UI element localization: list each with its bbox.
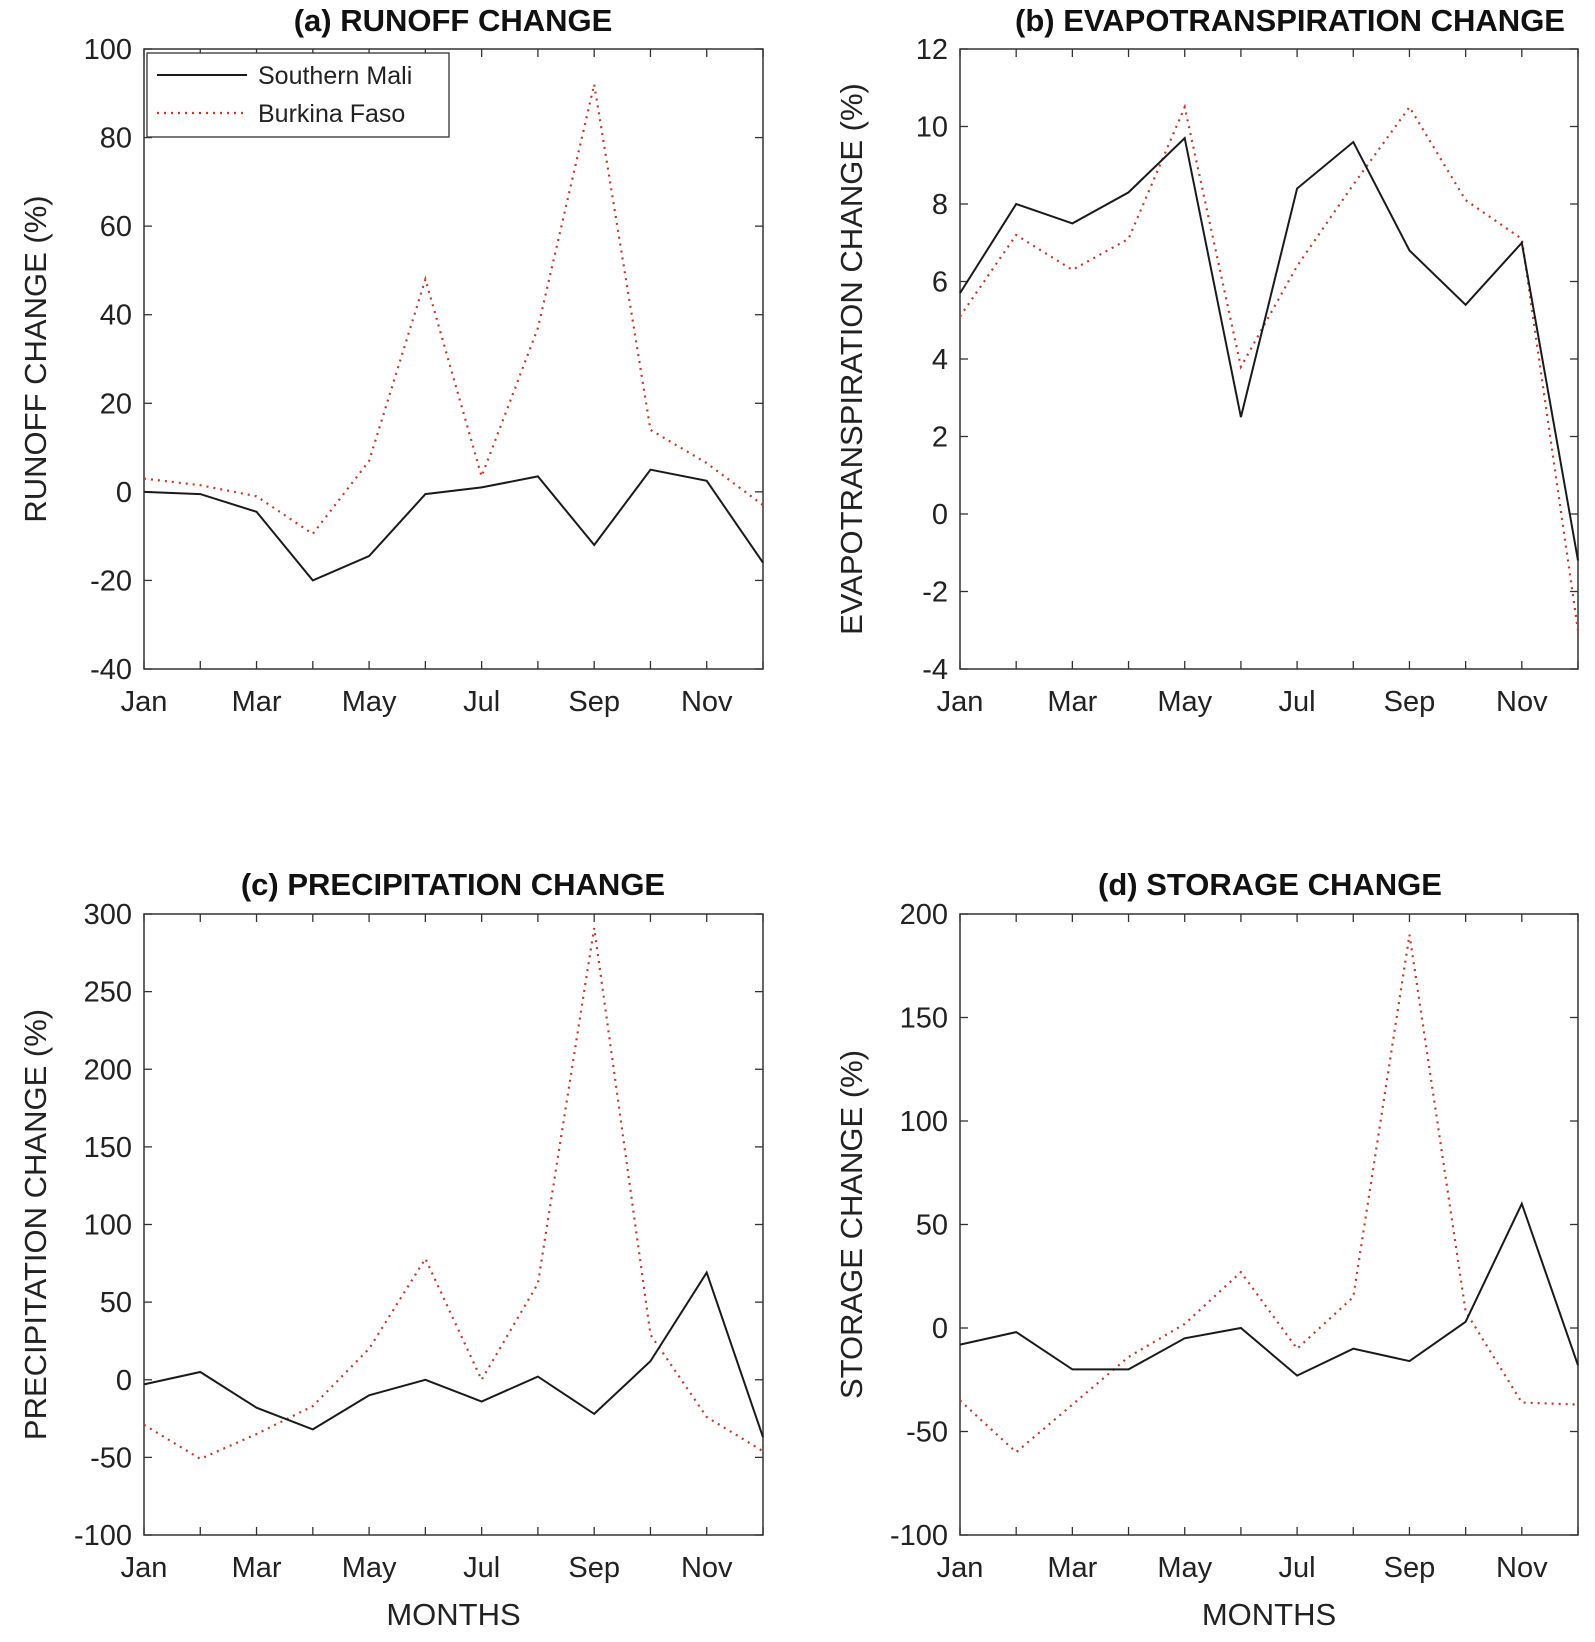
chart-title: (b) EVAPOTRANSPIRATION CHANGE xyxy=(1015,3,1565,38)
legend-label: Burkina Faso xyxy=(258,100,405,128)
x-tick-label: Jan xyxy=(121,686,168,718)
panel-3: (d) STORAGE CHANGE -100 -50 0 50 100 150 200 Jan… xyxy=(834,867,1579,1632)
y-tick-label: 0 xyxy=(932,1313,948,1345)
y-tick-label: 8 xyxy=(932,189,948,221)
y-tick-label: 20 xyxy=(100,388,132,420)
x-axis-label: MONTHS xyxy=(1202,1597,1336,1632)
series-line-burkina-faso xyxy=(143,927,764,1461)
x-tick-label: Mar xyxy=(232,1552,282,1584)
panel-1: (b) EVAPOTRANSPIRATION CHANGE -4 -2 0 2 4 6 8 10… xyxy=(834,3,1580,718)
x-tick-label: Mar xyxy=(1047,1552,1097,1584)
x-tick-label: Jul xyxy=(1279,686,1316,718)
y-tick-label: 0 xyxy=(932,499,948,531)
y-tick-label: -4 xyxy=(922,654,948,686)
x-axis-label: MONTHS xyxy=(386,1597,520,1632)
y-tick-label: 0 xyxy=(116,1365,132,1397)
x-tick-label: Mar xyxy=(232,686,282,718)
legend: Southern Mali Burkina Faso xyxy=(146,52,450,138)
x-tick-label: Sep xyxy=(568,686,620,718)
y-tick-label: 200 xyxy=(900,899,948,931)
chart-title: (d) STORAGE CHANGE xyxy=(1098,867,1442,902)
series-line-southern-mali xyxy=(143,1270,764,1438)
x-tick-label: Jul xyxy=(1279,1552,1316,1584)
plot-area xyxy=(959,913,1579,1536)
x-tick-label: Jul xyxy=(463,1552,500,1584)
y-tick-label: -100 xyxy=(74,1520,132,1552)
panel-0: (a) RUNOFF CHANGE -40 -20 0 20 40 60 80 100 Jan Ma… xyxy=(18,3,764,718)
panel-2: (c) PRECIPITATION CHANGE -100 -50 0 50 100 150… xyxy=(18,867,764,1632)
series-line-southern-mali xyxy=(959,136,1579,561)
x-tick-label: Jan xyxy=(937,1552,984,1584)
legend-label: Southern Mali xyxy=(258,62,412,90)
y-tick-label: 50 xyxy=(916,1210,948,1242)
y-axis-label: PRECIPITATION CHANGE (%) xyxy=(18,1009,53,1440)
y-tick-label: 0 xyxy=(116,477,132,509)
y-tick-label: 80 xyxy=(100,123,132,155)
y-tick-label: 6 xyxy=(932,267,948,299)
y-tick-label: -2 xyxy=(922,577,948,609)
y-tick-label: -40 xyxy=(90,654,132,686)
y-tick-label: -100 xyxy=(890,1520,948,1552)
x-tick-label: Sep xyxy=(1384,1552,1436,1584)
x-tick-label: Nov xyxy=(681,1552,733,1584)
y-tick-label: 150 xyxy=(900,1003,948,1035)
x-tick-label: Sep xyxy=(1384,686,1436,718)
y-tick-label: 12 xyxy=(916,34,948,66)
series-line-southern-mali xyxy=(959,1201,1579,1377)
x-tick-label: Nov xyxy=(1496,1552,1548,1584)
x-tick-label: Nov xyxy=(681,686,733,718)
y-tick-label: -50 xyxy=(90,1442,132,1474)
x-tick-label: Jul xyxy=(463,686,500,718)
x-tick-label: May xyxy=(1157,686,1212,718)
plot-area xyxy=(143,48,764,670)
legend-box xyxy=(146,52,450,138)
y-tick-label: 4 xyxy=(932,344,948,376)
y-axis-label: STORAGE CHANGE (%) xyxy=(834,1050,869,1399)
x-tick-label: Mar xyxy=(1047,686,1097,718)
y-tick-label: 40 xyxy=(100,300,132,332)
y-tick-label: 250 xyxy=(84,977,132,1009)
x-tick-label: May xyxy=(1157,1552,1212,1584)
y-tick-label: 300 xyxy=(84,899,132,931)
y-axis-label: RUNOFF CHANGE (%) xyxy=(18,195,53,522)
plot-area xyxy=(143,913,764,1536)
y-tick-label: 100 xyxy=(900,1106,948,1138)
y-tick-label: 100 xyxy=(84,1210,132,1242)
chart-title: (a) RUNOFF CHANGE xyxy=(294,3,613,38)
y-tick-label: 10 xyxy=(916,112,948,144)
y-tick-label: 100 xyxy=(84,34,132,66)
plot-area xyxy=(959,48,1579,670)
y-tick-label: 50 xyxy=(100,1287,132,1319)
y-tick-label: -20 xyxy=(90,565,132,597)
y-tick-label: 2 xyxy=(932,422,948,454)
x-tick-label: Nov xyxy=(1496,686,1548,718)
y-tick-label: 200 xyxy=(84,1054,132,1086)
x-tick-label: May xyxy=(342,1552,397,1584)
series-line-southern-mali xyxy=(143,468,764,582)
y-tick-label: -50 xyxy=(906,1417,948,1449)
x-tick-label: May xyxy=(342,686,397,718)
x-tick-label: Sep xyxy=(568,1552,620,1584)
chart-title: (c) PRECIPITATION CHANGE xyxy=(241,867,665,902)
y-tick-label: 60 xyxy=(100,211,132,243)
y-axis-label: EVAPOTRANSPIRATION CHANGE (%) xyxy=(834,83,869,635)
y-tick-label: 150 xyxy=(84,1132,132,1164)
x-tick-label: Jan xyxy=(121,1552,168,1584)
x-tick-label: Jan xyxy=(937,686,984,718)
series-line-burkina-faso xyxy=(959,103,1580,631)
